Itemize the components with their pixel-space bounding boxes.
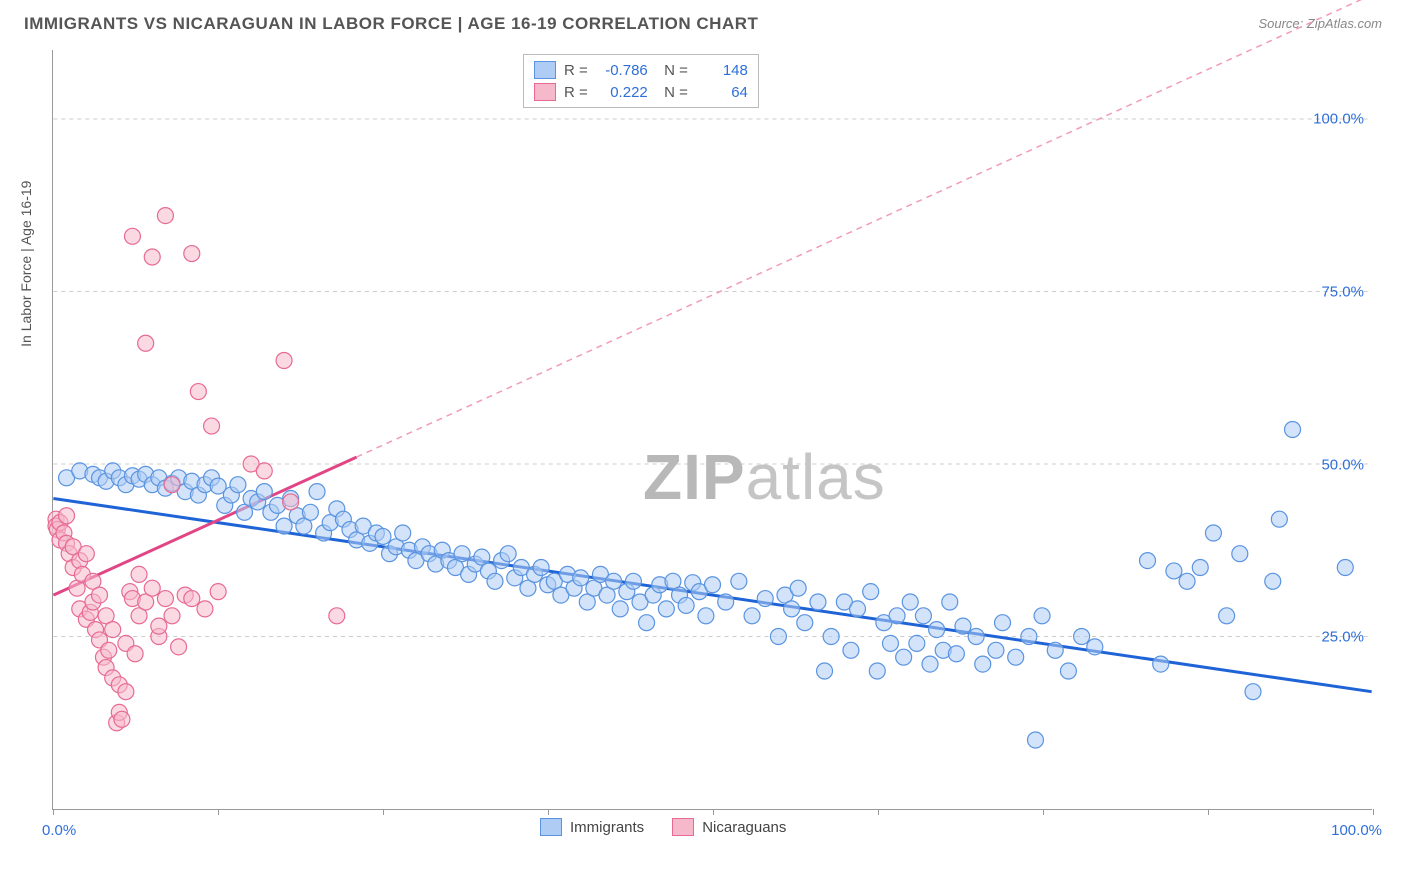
legend-label-nicaraguans: Nicaraguans [702, 819, 786, 836]
plot-area: R = -0.786 N = 148 R = 0.222 N = 64 ZIPa… [52, 50, 1372, 810]
x-tick [713, 809, 714, 815]
n-value-nicaraguans: 64 [696, 84, 748, 101]
r-label: R = [564, 62, 588, 79]
y-tick-label: 75.0% [1321, 283, 1364, 300]
x-tick [218, 809, 219, 815]
legend-label-immigrants: Immigrants [570, 819, 644, 836]
r-label: R = [564, 84, 588, 101]
y-tick-label: 100.0% [1313, 111, 1364, 128]
y-tick-label: 25.0% [1321, 629, 1364, 646]
x-tick [1043, 809, 1044, 815]
swatch-nicaraguans [534, 83, 556, 101]
legend-item-immigrants: Immigrants [540, 818, 644, 836]
r-value-nicaraguans: 0.222 [596, 84, 648, 101]
r-value-immigrants: -0.786 [596, 62, 648, 79]
swatch-immigrants [534, 61, 556, 79]
x-tick [53, 809, 54, 815]
x-tick [878, 809, 879, 815]
series-legend: Immigrants Nicaraguans [540, 818, 786, 836]
swatch-nicaraguans-icon [672, 818, 694, 836]
y-axis-title: In Labor Force | Age 16-19 [18, 181, 34, 347]
legend-row-nicaraguans: R = 0.222 N = 64 [534, 81, 748, 103]
x-tick [1208, 809, 1209, 815]
chart-svg [53, 50, 1372, 809]
x-tick [1373, 809, 1374, 815]
y-tick-label: 50.0% [1321, 456, 1364, 473]
n-label: N = [656, 84, 688, 101]
x-label-min: 0.0% [42, 822, 76, 839]
correlation-legend: R = -0.786 N = 148 R = 0.222 N = 64 [523, 54, 759, 108]
x-tick [548, 809, 549, 815]
legend-item-nicaraguans: Nicaraguans [672, 818, 786, 836]
swatch-immigrants-icon [540, 818, 562, 836]
legend-row-immigrants: R = -0.786 N = 148 [534, 59, 748, 81]
n-value-immigrants: 148 [696, 62, 748, 79]
chart-header: IMMIGRANTS VS NICARAGUAN IN LABOR FORCE … [24, 14, 1382, 38]
x-tick [383, 809, 384, 815]
x-label-max: 100.0% [1331, 822, 1382, 839]
chart-title: IMMIGRANTS VS NICARAGUAN IN LABOR FORCE … [24, 14, 1382, 34]
n-label: N = [656, 62, 688, 79]
